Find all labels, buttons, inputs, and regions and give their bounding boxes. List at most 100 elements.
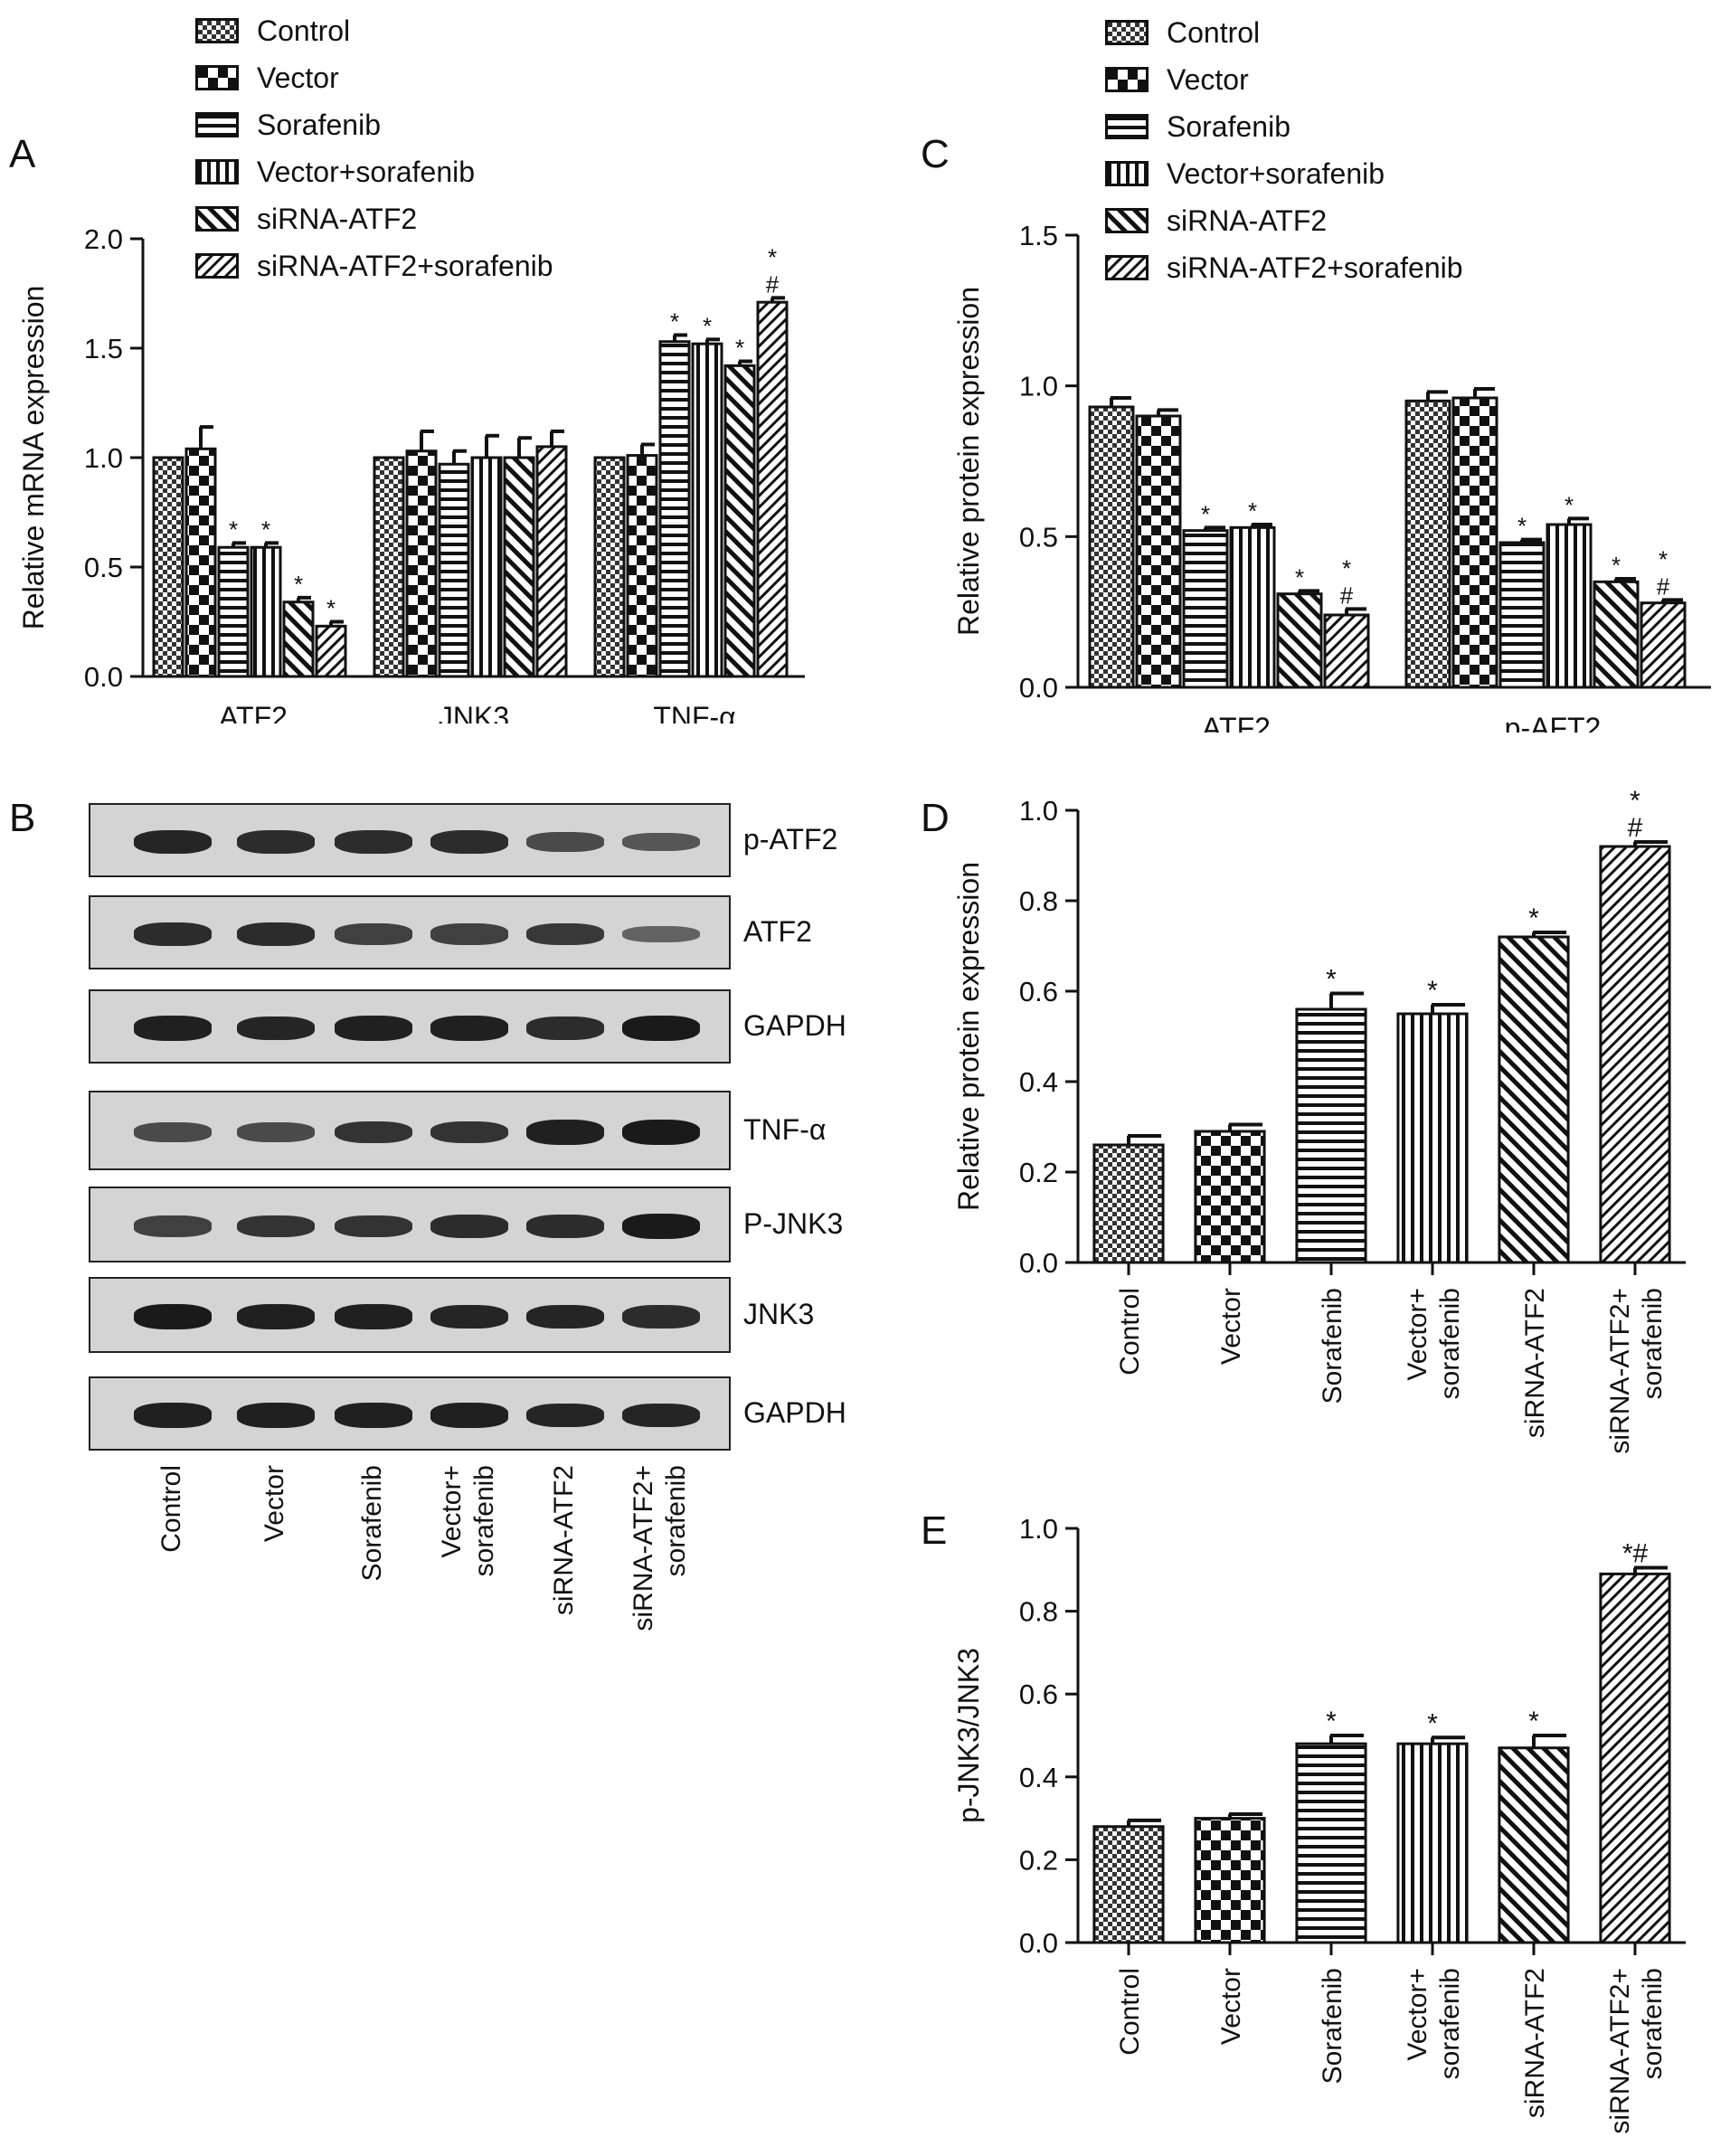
legend-item-sorafenib: Sorafenib <box>1105 103 1463 150</box>
blot-band <box>430 830 508 854</box>
significance-marker: # <box>1340 582 1354 609</box>
chart-d-category-label: siRNA-ATF2+ <box>1605 1288 1635 1454</box>
chart-panel-c: 0.0 0.5 1.0 1.5 Relative protein expression *… <box>952 220 1711 733</box>
blot-band <box>134 1403 212 1428</box>
blot-band <box>430 1016 508 1041</box>
blot-band <box>622 1403 700 1428</box>
chart-a-jnk3-sorafenib-bar <box>438 462 470 678</box>
blot-label: ATF2 <box>743 915 812 948</box>
chart-a-tnf-sirna-atf2-sorafenib-bar <box>756 300 789 678</box>
chart-a-y-axis-label: Relative mRNA expression <box>17 286 50 630</box>
legend-swatch <box>195 159 239 184</box>
chart-a-jnk3-sirna-atf2-sorafenib-bar <box>535 445 568 678</box>
legend-swatch <box>1105 20 1149 45</box>
chart-e-y-tick-label: 1.0 <box>1019 1513 1058 1545</box>
blot-band <box>335 1215 412 1238</box>
blot-band <box>134 1304 212 1329</box>
legend-item-vector-sorafenib: Vector+sorafenib <box>1105 150 1463 197</box>
significance-marker: * <box>768 243 777 270</box>
chart-a-y-tick-label: 0.5 <box>84 552 123 583</box>
chart-d-y-tick-label: 0.4 <box>1019 1066 1058 1098</box>
significance-marker: *# <box>1622 1539 1649 1569</box>
chart-a-category-label: JNK3 <box>439 701 509 723</box>
legend-item-sirna-atf2: siRNA-ATF2 <box>1105 197 1463 244</box>
chart-e-vector-sorafenib-bar <box>1396 1742 1469 1944</box>
blot-strip-p-jnk3 <box>89 1187 731 1262</box>
blot-band <box>237 1215 315 1238</box>
significance-marker: # <box>1657 572 1670 600</box>
blot-band <box>430 1121 508 1144</box>
blot-band <box>430 923 508 945</box>
blot-band <box>134 829 212 855</box>
significance-marker: * <box>735 335 744 362</box>
legend-label: Vector <box>1167 62 1249 96</box>
chart-d-y-tick-label: 0.6 <box>1019 976 1058 1007</box>
significance-marker: # <box>766 270 780 298</box>
legend-label: Control <box>1167 15 1261 49</box>
chart-d-category-label: Vector+ <box>1403 1288 1432 1381</box>
blot-label: GAPDH <box>743 1009 846 1042</box>
legend-label: siRNA-ATF2 <box>1167 203 1328 237</box>
chart-e-category-label: siRNA-ATF2 <box>1520 1968 1550 2118</box>
blot-band <box>430 1403 508 1428</box>
chart-a-category-label: TNF-α <box>653 701 735 723</box>
chart-a-category-label: ATF2 <box>219 701 288 723</box>
chart-d-category-label: sorafenib <box>1638 1288 1668 1399</box>
chart-c-p-aft2-sirna-atf2-sorafenib-bar <box>1640 601 1687 689</box>
blot-band <box>237 1304 315 1329</box>
chart-c-y-tick-label: 0.5 <box>1019 521 1058 553</box>
legend-label: Vector <box>257 61 339 94</box>
significance-marker: * <box>261 515 270 543</box>
legend-item-sirna-atf2-sorafenib: siRNA-ATF2+sorafenib <box>195 242 553 289</box>
chart-d-y-axis-label: Relative protein expression <box>952 862 985 1211</box>
chart-d-sirna-atf2-sorafenib-bar <box>1599 845 1671 1264</box>
blot-band <box>622 1016 700 1041</box>
chart-d-category-label: Sorafenib <box>1318 1288 1347 1404</box>
legend-swatch <box>195 18 239 43</box>
blot-band <box>134 1016 212 1041</box>
significance-marker: * <box>294 571 303 598</box>
blot-band <box>134 922 212 946</box>
chart-a-jnk3-sirna-atf2-bar <box>503 456 535 678</box>
chart-c-y-tick-label: 1.0 <box>1019 371 1058 402</box>
blot-strip-gapdh <box>89 989 731 1064</box>
blot-label: GAPDH <box>743 1396 846 1429</box>
chart-c-atf2-sorafenib-bar <box>1182 529 1229 689</box>
chart-a-y-tick-label: 1.5 <box>84 333 123 364</box>
chart-e-y-tick-label: 0.4 <box>1019 1762 1058 1793</box>
significance-marker: # <box>1628 813 1643 843</box>
chart-a-jnk3-vector-sorafenib-bar <box>470 456 503 678</box>
significance-marker: * <box>1427 976 1438 1006</box>
chart-c-p-aft2-sirna-atf2-bar <box>1593 580 1640 689</box>
chart-e-y-tick-label: 0.0 <box>1019 1927 1058 1959</box>
legend-swatch <box>195 65 239 90</box>
legend-swatch <box>1105 255 1149 280</box>
chart-panel-d: 0.0 0.2 0.4 0.6 0.8 1.0 Relative protein expre… <box>952 786 1686 1454</box>
legend-swatch <box>1105 67 1149 92</box>
blot-band <box>430 1304 508 1329</box>
blot-label: JNK3 <box>743 1298 815 1330</box>
blot-band <box>134 1215 212 1237</box>
chart-a-atf2-control-bar <box>152 456 184 678</box>
significance-marker: * <box>1342 554 1351 582</box>
chart-d-vector-sorafenib-bar <box>1396 1012 1469 1264</box>
chart-c-p-aft2-vector-bar <box>1451 396 1498 689</box>
panel-letter-a: A <box>9 132 36 176</box>
significance-marker: * <box>1612 552 1621 579</box>
legend-item-control: Control <box>1105 9 1463 56</box>
chart-a-atf2-vector-sorafenib-bar <box>250 545 282 678</box>
panel-letter-d: D <box>921 796 950 840</box>
chart-panel-e: 0.0 0.2 0.4 0.6 0.8 1.0 p-JNK3/JNK3 Control Vect… <box>952 1513 1686 2134</box>
legend-item-sorafenib: Sorafenib <box>195 101 553 148</box>
chart-a-jnk3-control-bar <box>373 456 405 678</box>
chart-e-y-axis-label: p-JNK3/JNK3 <box>952 1648 985 1823</box>
blot-label: P-JNK3 <box>743 1207 844 1240</box>
blot-band <box>134 1122 212 1142</box>
chart-d-category-label: siRNA-ATF2 <box>1520 1288 1550 1438</box>
panel-letter-c: C <box>921 132 950 176</box>
legend-label: Control <box>257 14 351 47</box>
chart-d-y-tick-label: 0.2 <box>1019 1157 1058 1188</box>
blot-strip-jnk3 <box>89 1277 731 1353</box>
blot-band <box>622 925 700 943</box>
significance-marker: * <box>1326 1707 1337 1736</box>
